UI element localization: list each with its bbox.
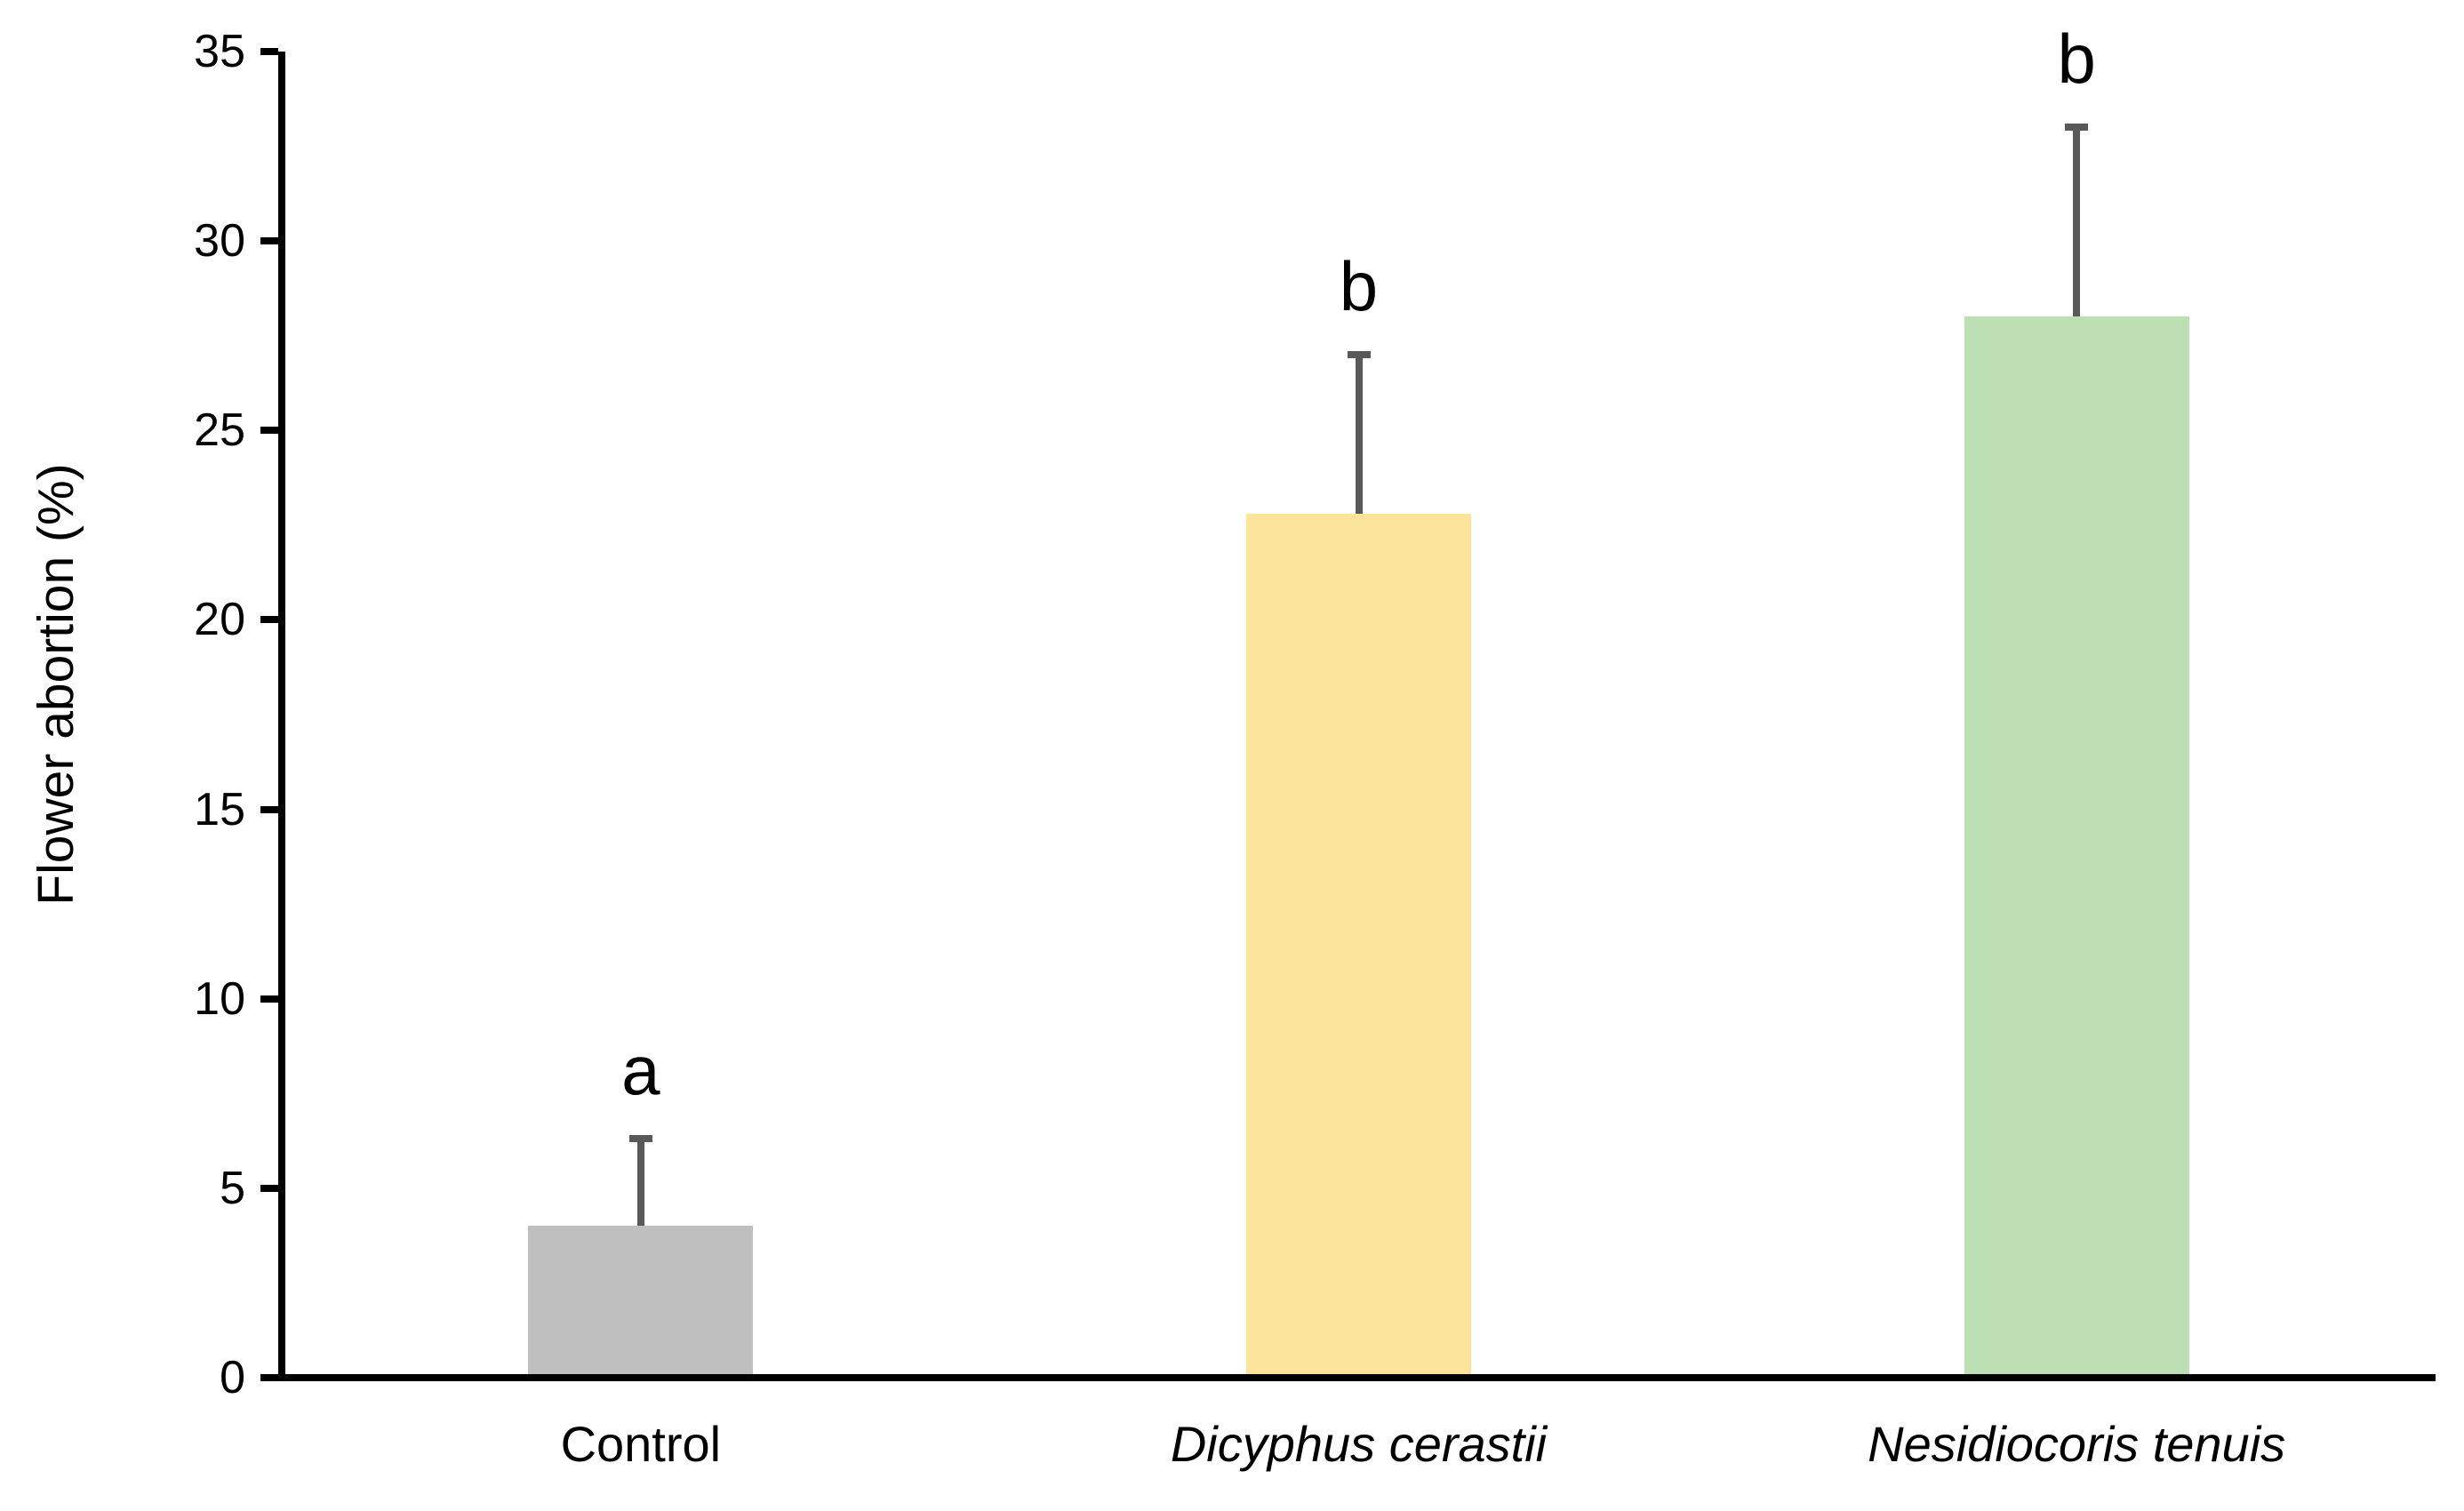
y-tick-label: 15 (194, 783, 245, 835)
y-tick (260, 1374, 278, 1381)
y-tick (260, 616, 278, 624)
x-axis-line (278, 1374, 2436, 1381)
y-axis-title: Flower abortion (%) (28, 463, 84, 906)
bar-dicyphus-cerastii (1246, 514, 1471, 1374)
error-bar-cap-control (628, 1135, 652, 1143)
y-tick (260, 805, 278, 813)
y-tick-label: 30 (194, 215, 245, 268)
y-tick-label: 0 (220, 1352, 245, 1403)
y-tick (260, 48, 278, 55)
error-bar-cap-nesidiocoris-tenuis (2065, 124, 2089, 132)
significance-letter-nesidiocoris-tenuis: b (2057, 20, 2096, 99)
significance-letter-control: a (621, 1031, 660, 1110)
error-bar-nesidiocoris-tenuis (2073, 127, 2081, 317)
significance-letter-dicyphus-cerastii: b (1339, 247, 1379, 326)
bar-control (528, 1226, 754, 1374)
error-bar-cap-dicyphus-cerastii (1347, 351, 1371, 359)
y-tick-label: 10 (194, 972, 245, 1025)
error-bar-dicyphus-cerastii (1355, 355, 1363, 515)
x-axis-label-control: Control (560, 1416, 722, 1472)
y-tick (260, 995, 278, 1003)
y-axis-line (278, 52, 285, 1381)
y-tick-label: 25 (194, 404, 245, 457)
y-tick (260, 1184, 278, 1192)
x-axis-label-dicyphus-cerastii: Dicyphus cerastii (1170, 1416, 1548, 1472)
y-tick-label: 35 (194, 26, 245, 77)
error-bar-control (636, 1139, 644, 1227)
y-tick-label: 20 (194, 594, 245, 646)
bar-nesidiocoris-tenuis (1964, 316, 2189, 1374)
y-tick (260, 237, 278, 245)
y-tick-label: 5 (220, 1162, 245, 1214)
y-tick (260, 427, 278, 435)
x-axis-label-nesidiocoris-tenuis: Nesidiocoris tenuis (1868, 1416, 2286, 1472)
